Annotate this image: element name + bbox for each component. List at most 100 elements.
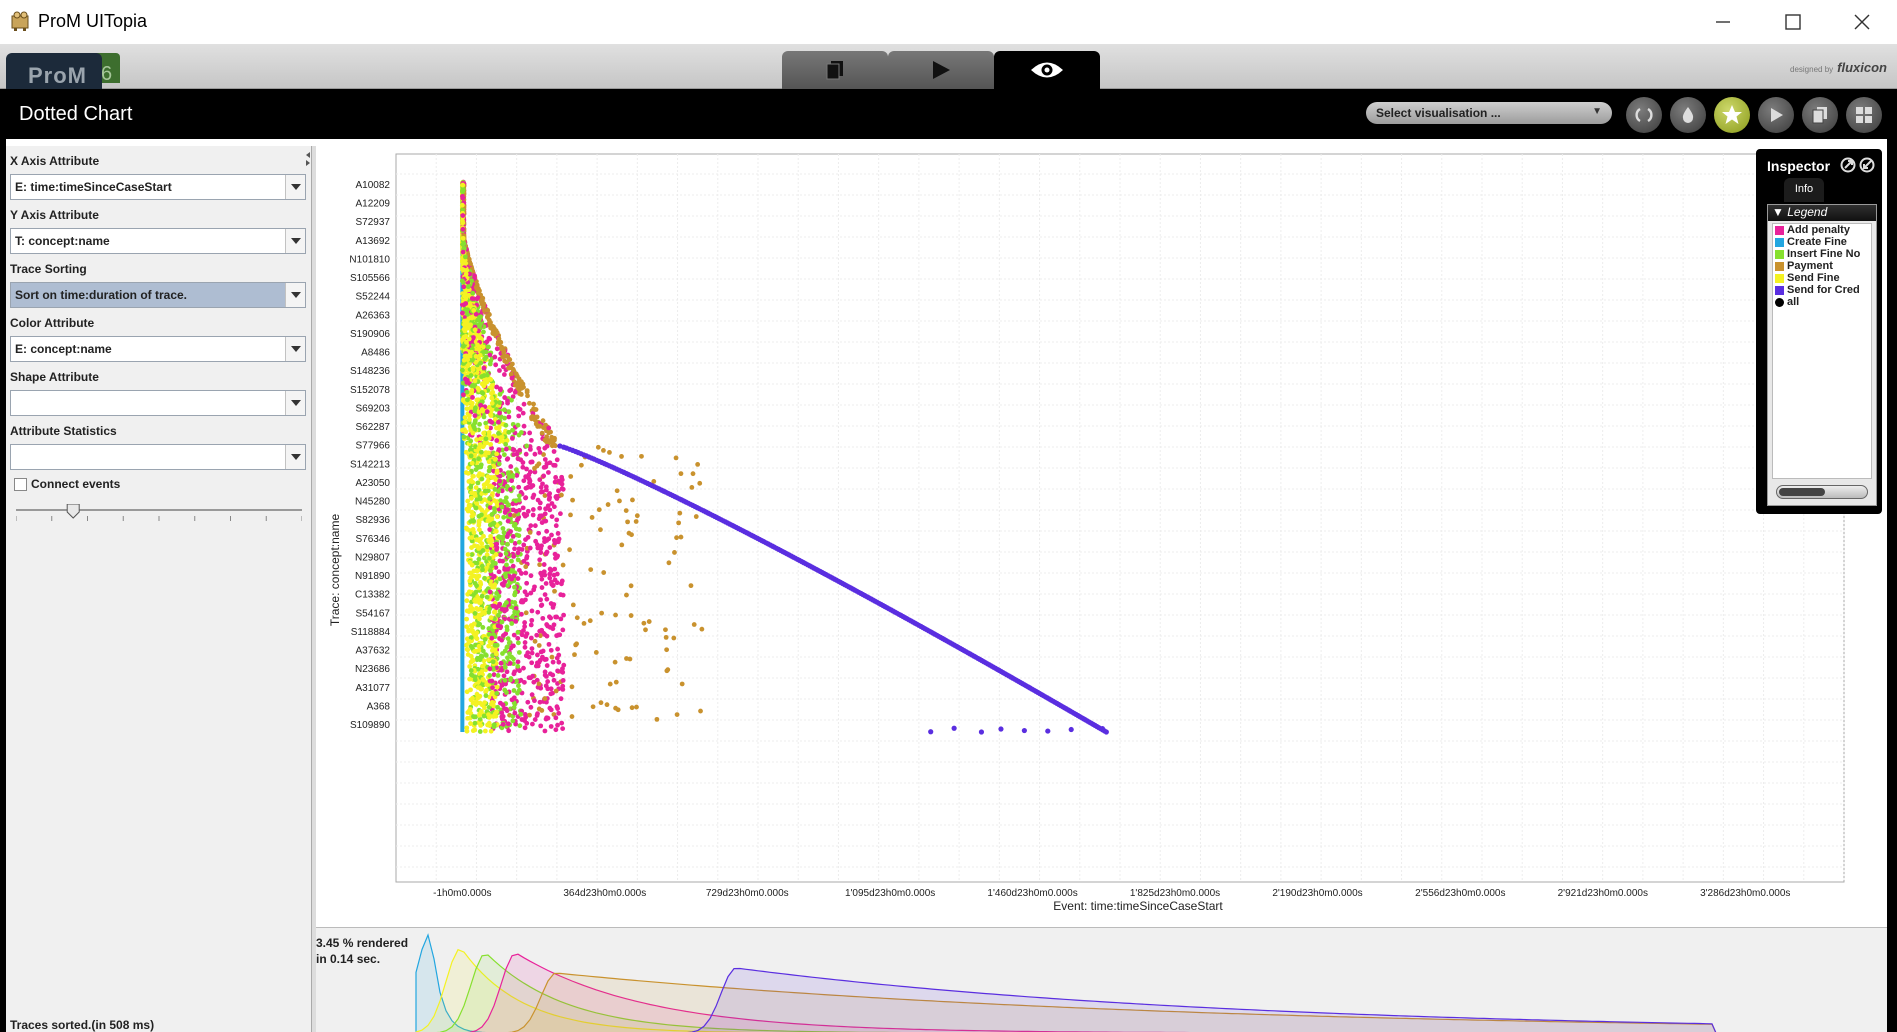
- y-tick-label: S109890: [350, 720, 390, 731]
- maximize-button[interactable]: [1758, 0, 1828, 44]
- window-titlebar: ProM UITopia: [0, 0, 1897, 44]
- grid-button[interactable]: [1846, 97, 1882, 133]
- play-button[interactable]: [1758, 97, 1794, 133]
- legend-label: all: [1787, 296, 1800, 308]
- overview-panel[interactable]: 3.45 % rendered in 0.14 sec.: [316, 927, 1887, 1032]
- x-tick-label: 3'286d23h0m0.000s: [1700, 888, 1790, 899]
- legend-item: all: [1773, 296, 1871, 308]
- legend-item: Create Fine: [1773, 236, 1871, 248]
- attribute-statistics-combo[interactable]: [10, 444, 306, 470]
- series-create-fine-marks: [460, 182, 465, 732]
- legend-list: Add penalty Create Fine Insert Fine No Paym…: [1772, 223, 1872, 479]
- dotted-chart-area[interactable]: A10082 A12209 S72937 A13692 N101810 S105566 S5…: [316, 146, 1897, 923]
- chevron-down-icon: [285, 445, 305, 469]
- y-tick-label: S72937: [356, 217, 391, 228]
- y-tick-label: A368: [367, 701, 391, 712]
- legend-label: Create Fine: [1787, 236, 1847, 248]
- x-tick-label: 2'190d23h0m0.000s: [1272, 888, 1362, 899]
- copy-icon: [1812, 107, 1827, 124]
- y-tick-label: S69203: [356, 403, 391, 414]
- favorite-button[interactable]: [1714, 97, 1750, 133]
- y-tick-label: A8486: [361, 348, 390, 359]
- legend-label: Send Fine: [1787, 272, 1840, 284]
- x-tick-label: 2'921d23h0m0.000s: [1558, 888, 1648, 899]
- y-tick-label: N91890: [355, 571, 390, 582]
- trace-sorting-label: Trace Sorting: [10, 262, 87, 276]
- connect-events-checkbox[interactable]: [14, 478, 27, 491]
- event-size-slider[interactable]: [16, 504, 302, 524]
- play-icon: [933, 61, 950, 79]
- trace-sort-status: Traces sorted.(in 508 ms): [10, 1018, 155, 1032]
- drop-icon: [1682, 107, 1694, 123]
- tab-info[interactable]: Info: [1784, 178, 1824, 202]
- legend-header[interactable]: ▼ Legend: [1768, 205, 1876, 221]
- minimize-button[interactable]: [1688, 0, 1758, 44]
- legend-item: Insert Fine No: [1773, 248, 1871, 260]
- y-tick-label: C13382: [355, 590, 390, 601]
- x-axis-label: X Axis Attribute: [10, 154, 100, 168]
- trace-sorting-combo[interactable]: Sort on time:duration of trace.: [10, 282, 306, 308]
- close-button[interactable]: [1827, 0, 1897, 44]
- y-axis-label: Y Axis Attribute: [10, 208, 99, 222]
- shape-attribute-label: Shape Attribute: [10, 370, 99, 384]
- y-tick-label: A31077: [356, 683, 391, 694]
- y-tick-label: A13692: [356, 236, 391, 247]
- x-axis-combo[interactable]: E: time:timeSinceCaseStart: [10, 174, 306, 200]
- y-tick-label: S118884: [351, 627, 391, 638]
- shape-attribute-combo[interactable]: [10, 390, 306, 416]
- x-axis-title: Event: time:timeSinceCaseStart: [1053, 899, 1223, 913]
- actions-tab[interactable]: [888, 51, 994, 89]
- legend-item: Send for Cred: [1773, 284, 1871, 296]
- x-tick-label: 2'556d23h0m0.000s: [1415, 888, 1505, 899]
- legend-label: Send for Cred: [1787, 284, 1860, 296]
- legend-item: Send Fine: [1773, 272, 1871, 284]
- legend-swatch: [1775, 261, 1784, 271]
- collapse-panel-icon[interactable]: [305, 148, 311, 168]
- overview-density-plot[interactable]: [316, 928, 1887, 1032]
- refresh-button[interactable]: [1626, 97, 1662, 133]
- collapse-inspector-icon[interactable]: [1859, 157, 1875, 173]
- refresh-icon: [1635, 107, 1653, 123]
- dotted-chart[interactable]: A10082 A12209 S72937 A13692 N101810 S105566 S5…: [316, 146, 1885, 923]
- legend-label: Insert Fine No: [1787, 248, 1861, 260]
- y-tick-label: S148236: [350, 366, 390, 377]
- grid-icon: [1856, 107, 1872, 123]
- color-attribute-combo[interactable]: E: concept:name: [10, 336, 306, 362]
- drop-button[interactable]: [1670, 97, 1706, 133]
- chevron-down-icon: [285, 283, 305, 307]
- y-tick-label: N23686: [355, 664, 390, 675]
- y-tick-label: S52244: [356, 292, 391, 303]
- y-tick-label: S62287: [356, 422, 391, 433]
- workspace-tab[interactable]: [782, 51, 888, 89]
- detach-icon[interactable]: [1840, 157, 1856, 173]
- y-tick-label: A10082: [356, 180, 391, 191]
- y-tick-label: S77966: [356, 441, 391, 452]
- legend-swatch: [1775, 285, 1784, 295]
- render-stats: 3.45 % rendered in 0.14 sec.: [316, 936, 409, 966]
- select-visualisation-dropdown[interactable]: Select visualisation ... ▼: [1366, 102, 1612, 124]
- y-tick-label: S54167: [356, 608, 391, 619]
- chevron-down-icon: [285, 175, 305, 199]
- view-toolbar: Dotted Chart Select visualisation ... ▼: [0, 89, 1897, 139]
- fluxicon-brand: designed by fluxicon: [1790, 60, 1887, 75]
- panel-splitter[interactable]: [311, 146, 316, 1032]
- chevron-down-icon: [285, 391, 305, 415]
- play-icon: [1771, 108, 1783, 122]
- window-title: ProM UITopia: [38, 11, 148, 31]
- legend-swatch: [1775, 297, 1784, 307]
- inspector-panel: Inspector Info ▼ Legend Add penalty Creat…: [1756, 149, 1882, 514]
- copy-button[interactable]: [1802, 97, 1838, 133]
- legend-swatch: [1775, 273, 1784, 283]
- y-tick-label: A37632: [356, 646, 391, 657]
- y-axis-combo[interactable]: T: concept:name: [10, 228, 306, 254]
- x-tick-label: 1'825d23h0m0.000s: [1130, 888, 1220, 899]
- legend-swatch: [1775, 249, 1784, 259]
- legend-scrollbar[interactable]: [1776, 485, 1868, 499]
- right-frame: [1887, 139, 1897, 1032]
- y-tick-label: A26363: [356, 310, 391, 321]
- chevron-down-icon: [285, 229, 305, 253]
- x-tick-label: 1'095d23h0m0.000s: [845, 888, 935, 899]
- x-tick-label: 1'460d23h0m0.000s: [987, 888, 1077, 899]
- attribute-statistics-label: Attribute Statistics: [10, 424, 117, 438]
- views-tab[interactable]: [994, 51, 1100, 89]
